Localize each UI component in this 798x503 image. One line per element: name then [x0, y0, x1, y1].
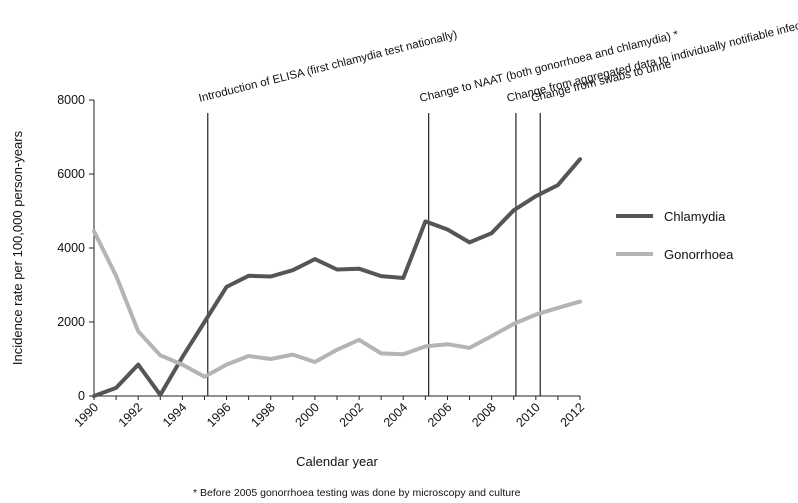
y-tick-label: 2000 [57, 315, 85, 329]
x-tick-label: 2008 [469, 400, 499, 430]
x-tick-label: 2002 [337, 400, 367, 430]
x-tick-label: 2006 [425, 400, 455, 430]
y-tick-label: 0 [78, 389, 85, 403]
x-tick-label: 2004 [381, 400, 411, 430]
x-tick-label: 1992 [116, 400, 146, 430]
x-tick-label: 2000 [292, 400, 322, 430]
legend: Chlamydia Gonorrhoea [616, 209, 734, 262]
footnote: * Before 2005 gonorrhoea testing was don… [193, 487, 521, 499]
y-tick-label: 6000 [57, 167, 85, 181]
y-ticks: 0 2000 4000 6000 8000 [57, 93, 94, 403]
legend-label-chlamydia: Chlamydia [664, 209, 726, 224]
x-tick-label: 2010 [513, 400, 543, 430]
x-tick-label: 2012 [558, 400, 588, 430]
x-tick-label: 1990 [72, 400, 102, 430]
y-tick-label: 4000 [57, 241, 85, 255]
x-tick-label: 1996 [204, 400, 234, 430]
x-axis-title: Calendar year [296, 454, 378, 469]
x-tick-label: 1994 [160, 400, 190, 430]
x-ticks: 1990 1992 1994 1996 1998 2000 2002 2004 2006 2008… [72, 396, 588, 430]
x-tick-label: 1998 [248, 400, 278, 430]
event-markers: Introduction of ELISA (first chlamydia t… [198, 14, 798, 396]
series-line-chlamydia [92, 157, 582, 398]
y-axis-title: Incidence rate per 100,000 person-years [10, 130, 25, 365]
series-lines [92, 157, 582, 398]
legend-label-gonorrhoea: Gonorrhoea [664, 247, 734, 262]
y-tick-label: 8000 [57, 93, 85, 107]
series-line-gonorrhoea [92, 229, 582, 379]
